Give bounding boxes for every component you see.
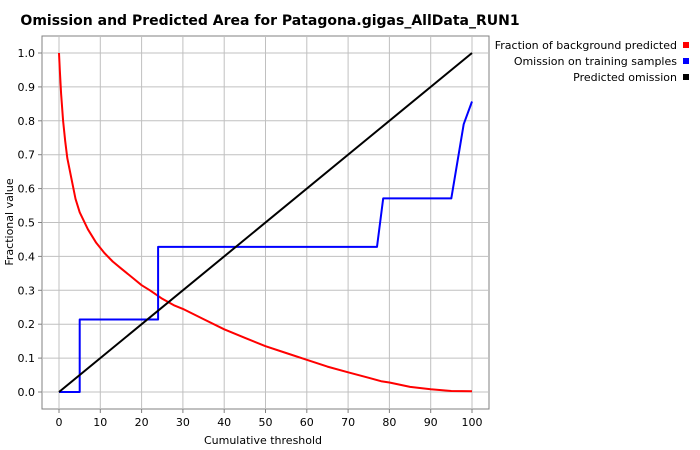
y-tick-label: 0.2: [18, 318, 36, 331]
x-axis-ticks: 0 10 20 30 40 50 60 70 80 90 100: [56, 409, 483, 429]
legend-swatch: [683, 42, 689, 48]
y-tick-label: 0.7: [18, 149, 36, 162]
chart-title: Omission and Predicted Area for Patagona…: [20, 13, 519, 29]
training-omission-line: [59, 101, 473, 393]
x-tick-label: 60: [300, 416, 314, 429]
legend-label: Fraction of background predicted: [495, 39, 677, 52]
grid-lines: [42, 36, 489, 409]
legend-swatch: [683, 58, 689, 64]
x-tick-label: 40: [217, 416, 231, 429]
legend-swatch: [683, 74, 689, 80]
y-tick-label: 1.0: [18, 47, 36, 60]
y-tick-label: 0.8: [18, 115, 36, 128]
x-tick-label: 100: [462, 416, 483, 429]
x-tick-label: 10: [93, 416, 107, 429]
y-tick-label: 0.5: [18, 217, 36, 230]
x-tick-label: 30: [176, 416, 190, 429]
y-tick-label: 0.0: [18, 386, 36, 399]
y-axis-ticks: 0.0 0.1 0.2 0.3 0.4 0.5 0.6 0.7 0.8 0.9 1.0: [18, 47, 42, 399]
y-axis-label: Fractional value: [3, 178, 16, 265]
y-tick-label: 0.3: [18, 284, 36, 297]
y-tick-label: 0.6: [18, 183, 36, 196]
x-tick-label: 20: [135, 416, 149, 429]
background-predicted-line: [58, 52, 473, 393]
series-lines: [58, 52, 473, 393]
y-tick-label: 0.4: [18, 250, 36, 263]
x-tick-label: 90: [424, 416, 438, 429]
x-tick-label: 80: [382, 416, 396, 429]
x-tick-label: 0: [56, 416, 63, 429]
x-tick-label: 70: [341, 416, 355, 429]
x-tick-label: 50: [259, 416, 273, 429]
legend-label: Predicted omission: [573, 71, 677, 84]
x-axis-label: Cumulative threshold: [204, 434, 322, 447]
legend-label: Omission on training samples: [514, 55, 677, 68]
y-tick-label: 0.1: [18, 352, 36, 365]
predicted-omission-line: [58, 52, 473, 393]
legend: Fraction of background predicted Omission…: [495, 39, 689, 84]
y-tick-label: 0.9: [18, 81, 36, 94]
